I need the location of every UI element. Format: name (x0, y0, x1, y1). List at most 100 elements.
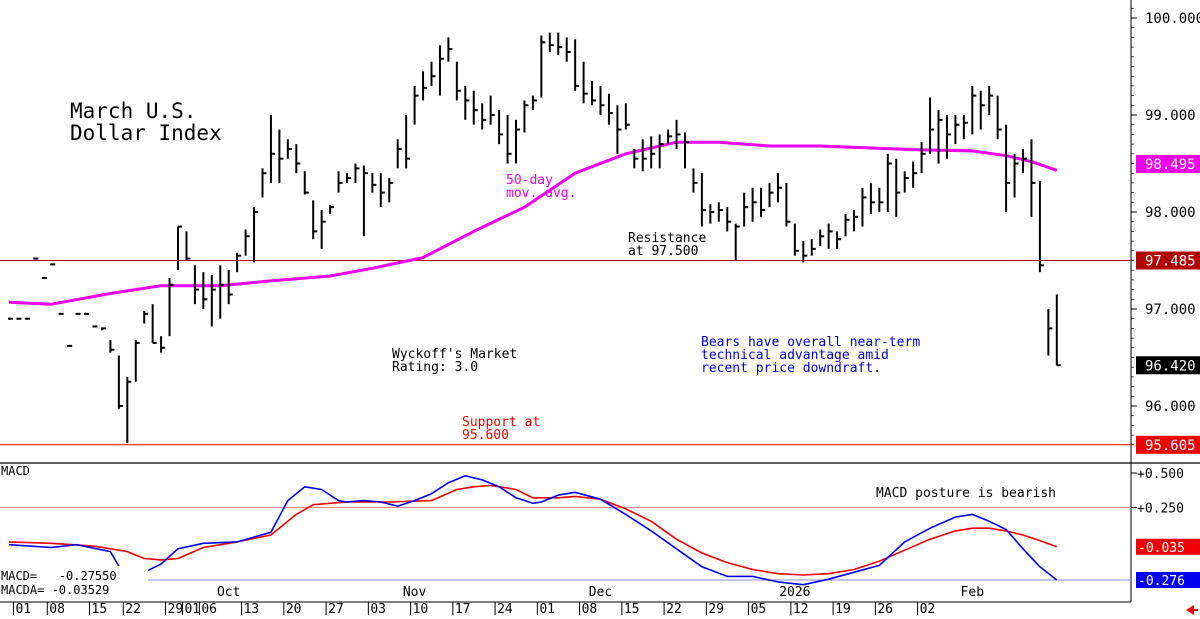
price-bar (8, 317, 13, 320)
price-bar (210, 275, 216, 327)
price-bar (667, 129, 673, 145)
price-bar (126, 376, 132, 443)
arrow-left-icon[interactable] (1186, 605, 1194, 615)
day-label: 22 (125, 602, 141, 617)
day-label: 13 (244, 602, 260, 617)
support-value-flag-bg (1136, 435, 1200, 454)
price-bar (557, 32, 563, 55)
price-bar (709, 204, 715, 224)
price-bar (827, 223, 833, 249)
month-label: Dec (589, 585, 612, 600)
price-bar (75, 312, 81, 315)
price-bar (84, 312, 90, 315)
price-bar (760, 187, 766, 217)
price-bar (658, 134, 664, 169)
commentary-line1: Bears have overall near-term (701, 335, 920, 350)
last-price-flag-bg (1136, 356, 1200, 375)
price-bar (151, 304, 157, 344)
price-bar (438, 45, 444, 96)
price-bar (515, 119, 520, 164)
price-bar (886, 153, 892, 212)
price-bar (295, 144, 301, 174)
price-bar (624, 103, 630, 130)
price-bar (506, 115, 512, 164)
day-label: 01 (184, 602, 200, 617)
price-bar (1013, 153, 1019, 198)
price-bar (193, 265, 199, 305)
day-label: 05 (751, 602, 767, 617)
price-bar (692, 168, 698, 193)
last-price-flag-text: 96.420 (1145, 358, 1196, 374)
price-bar (971, 85, 977, 135)
price-bar (50, 263, 56, 266)
month-label: Nov (403, 585, 427, 600)
day-label: 24 (497, 602, 513, 617)
ma-label-line2: mov. avg. (506, 186, 576, 201)
macd-axis-label: +0.500 (1137, 467, 1184, 482)
resistance-value-flag-text: 97.485 (1145, 254, 1196, 270)
resistance-label-line2: at 97.500 (628, 244, 698, 259)
macda-line (8, 484, 1058, 576)
price-bar (253, 207, 259, 263)
arrow-left-icon-shaft[interactable] (1192, 609, 1198, 611)
price-bar (286, 139, 292, 159)
price-bar (219, 265, 225, 319)
price-bar (650, 136, 656, 169)
macd-annotation: MACD posture is bearish (876, 486, 1056, 501)
price-bar (633, 148, 639, 169)
price-bar (979, 90, 985, 130)
price-bar (455, 61, 461, 101)
price-bar (354, 163, 360, 183)
wyckoff-label-line1: Wyckoff's Market (392, 347, 517, 362)
price-bar (261, 168, 267, 198)
price-bar (734, 223, 740, 261)
support-label-line2: 95.600 (462, 428, 509, 443)
price-bar (58, 312, 64, 315)
price-bar (329, 205, 335, 214)
macd-readout-box (0, 566, 148, 599)
price-bar (422, 71, 428, 101)
commentary-line3: recent price downdraft. (701, 361, 881, 376)
price-bar (489, 95, 495, 125)
price-bar (912, 161, 918, 188)
price-bar (227, 270, 233, 305)
price-bar (548, 32, 554, 52)
price-bar (33, 257, 39, 260)
price-bar (802, 241, 808, 263)
price-bar (1030, 139, 1036, 217)
price-bar (430, 61, 436, 86)
price-bar (878, 187, 884, 212)
price-bar (160, 336, 166, 353)
price-bar (776, 173, 782, 203)
price-bar (177, 225, 182, 271)
macd-value-flag-bg (1136, 572, 1200, 588)
price-bar (498, 110, 504, 145)
day-label: 10 (413, 602, 429, 617)
day-label: 02 (920, 602, 936, 617)
price-bar (117, 355, 123, 409)
price-bar (844, 213, 850, 237)
price-bar (523, 100, 529, 133)
price-axis-label: 96.000 (1145, 399, 1196, 415)
price-bar (202, 272, 208, 309)
day-label: 01 (15, 602, 31, 617)
price-bar (109, 340, 115, 353)
price-bar (945, 115, 951, 159)
price-bar (574, 39, 580, 91)
month-label: 2026 (779, 585, 810, 600)
price-bar (996, 95, 1002, 140)
macda-value-flag-bg (1136, 538, 1200, 555)
chart-title-line1: March U.S. (70, 99, 196, 123)
support-value-flag: 95.605 (1136, 435, 1200, 454)
price-bar (565, 37, 571, 62)
price-bar (861, 187, 867, 227)
price-bar (726, 207, 732, 232)
wyckoff-label-line2: Rating: 3.0 (392, 360, 478, 375)
price-bar (337, 171, 343, 193)
resistance-label-line1: Resistance (628, 231, 706, 246)
price-bar (41, 276, 47, 279)
price-bar (607, 93, 613, 125)
macd-panel-title: MACD (1, 464, 30, 478)
price-bar (641, 139, 647, 172)
